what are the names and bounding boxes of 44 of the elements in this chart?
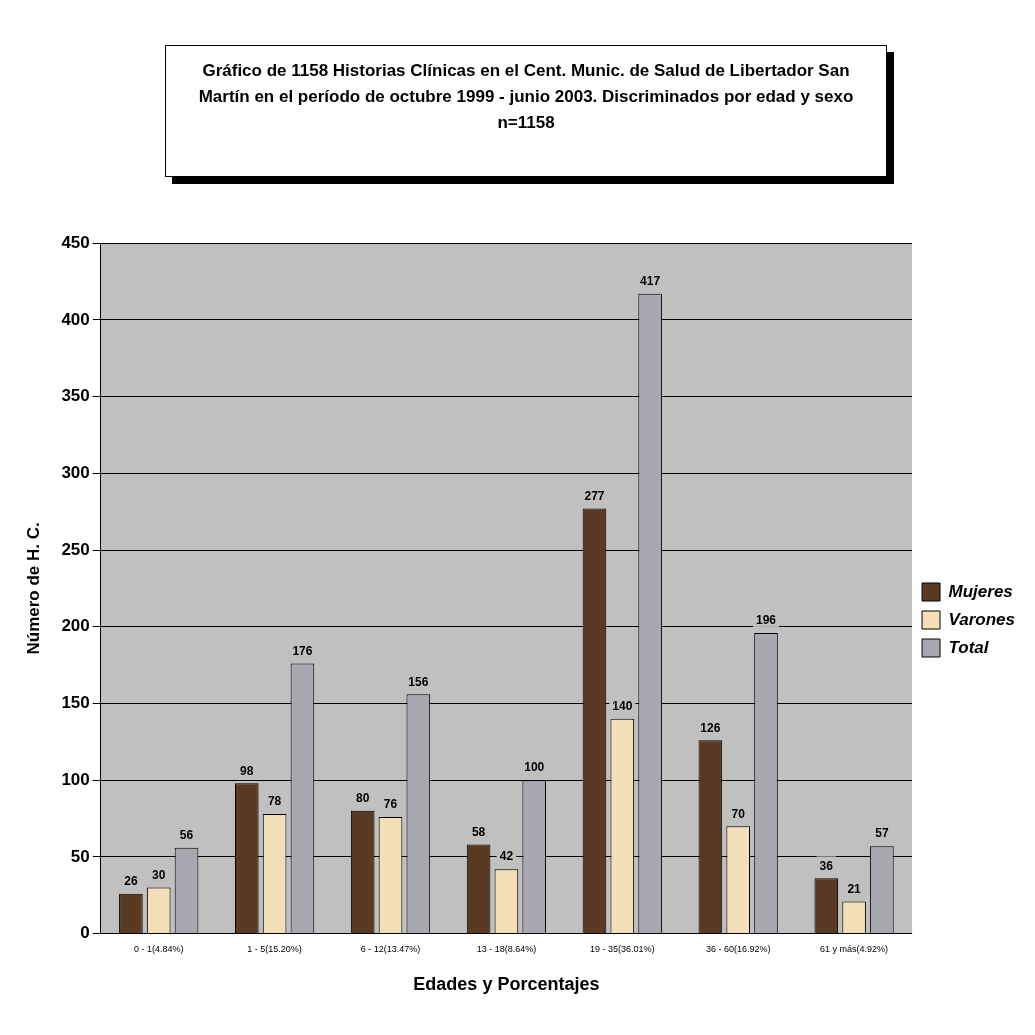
x-tick-label: 61 y más(4.92%) — [820, 944, 889, 955]
x-tick-label: 6 - 12(13.47%) — [360, 944, 421, 955]
data-label: 30 — [152, 867, 166, 882]
data-label: 57 — [875, 826, 889, 841]
data-label: 98 — [240, 763, 254, 778]
y-tick-label: 0 — [80, 923, 90, 943]
data-label: 78 — [267, 794, 282, 809]
y-tick-label: 100 — [61, 769, 90, 789]
x-tick-label: 0 - 1(4.84%) — [133, 944, 184, 955]
data-label: 76 — [383, 797, 398, 812]
data-label: 26 — [124, 874, 138, 889]
y-tick-label: 400 — [61, 309, 90, 329]
data-label: 80 — [356, 791, 370, 806]
x-tick-label: 1 - 5(15.20%) — [247, 944, 302, 955]
y-tick-label: 300 — [61, 463, 90, 483]
data-label: 36 — [819, 858, 834, 873]
x-tick-label: 36 - 60(16.92%) — [705, 944, 771, 955]
y-axis-title: Número de H. C. — [23, 522, 43, 655]
y-tick-label: 350 — [61, 386, 90, 406]
y-tick-label: 250 — [61, 539, 90, 559]
y-tick-label: 150 — [61, 693, 90, 713]
data-label: 126 — [700, 720, 721, 735]
legend-label: Varones — [948, 609, 1016, 629]
legend-label: Total — [948, 637, 990, 657]
data-label: 176 — [292, 643, 313, 658]
data-label: 156 — [408, 674, 429, 689]
x-tick-label: 13 - 18(8.64%) — [476, 944, 537, 955]
data-label: 56 — [179, 828, 194, 842]
data-label: 417 — [640, 274, 661, 289]
data-label: 58 — [471, 824, 486, 839]
legend-label: Mujeres — [948, 581, 1013, 601]
data-label: 196 — [756, 613, 777, 628]
data-label: 100 — [524, 760, 545, 775]
chart-subtitle: n=1158 — [496, 112, 556, 134]
data-label: 42 — [499, 849, 514, 864]
data-label: 21 — [847, 881, 862, 896]
x-axis-title: Edades y Porcentajes — [413, 974, 600, 995]
y-tick-label: 450 — [61, 232, 90, 252]
data-label: 70 — [731, 806, 746, 821]
x-tick-label: 19 - 35(36.01%) — [590, 944, 655, 955]
y-tick-label: 50 — [70, 846, 90, 866]
y-tick-label: 200 — [61, 616, 90, 636]
data-label: 277 — [584, 488, 605, 503]
data-label: 140 — [612, 699, 633, 714]
